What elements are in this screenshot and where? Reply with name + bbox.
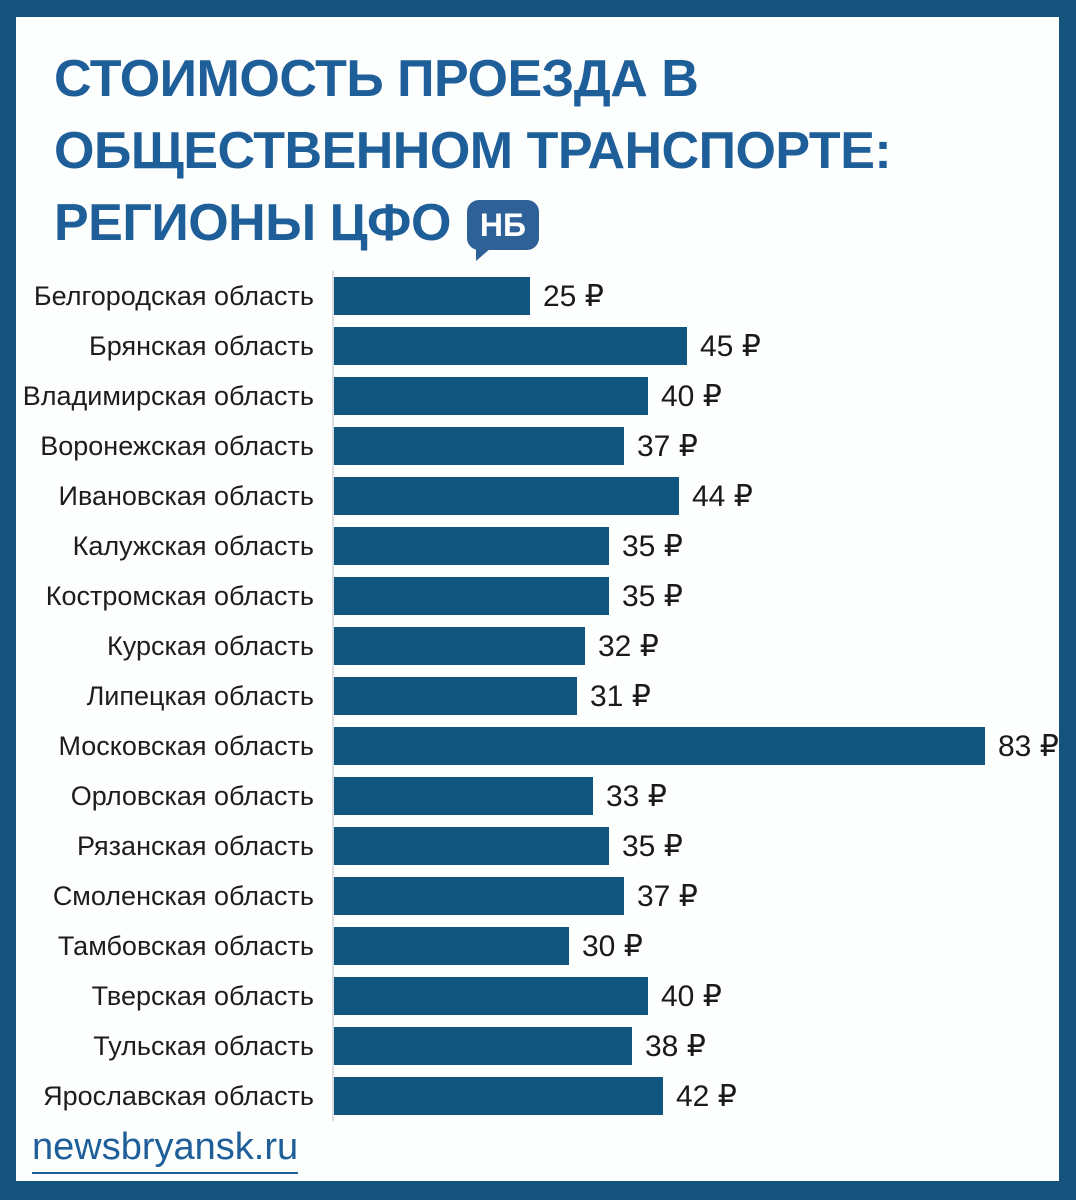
value-label: 44 ₽ bbox=[692, 479, 753, 513]
bar bbox=[334, 677, 577, 715]
bar bbox=[334, 827, 609, 865]
category-label: Ярославская область bbox=[43, 1080, 314, 1111]
bar bbox=[334, 1077, 663, 1115]
bar-track: 37 ₽ bbox=[332, 871, 1059, 921]
value-label: 40 ₽ bbox=[661, 979, 722, 1013]
chart-row: Владимирская область 40 ₽ bbox=[16, 371, 1059, 421]
category-label: Ивановская область bbox=[58, 480, 314, 511]
bar bbox=[334, 527, 609, 565]
chart-row: Ивановская область 44 ₽ bbox=[16, 471, 1059, 521]
bar bbox=[334, 927, 569, 965]
category-label: Воронежская область bbox=[40, 430, 314, 461]
category-label: Костромская область bbox=[45, 580, 314, 611]
chart-row: Брянская область 45 ₽ bbox=[16, 321, 1059, 371]
chart-row: Тульская область 38 ₽ bbox=[16, 1021, 1059, 1071]
bar-track: 31 ₽ bbox=[332, 671, 1059, 721]
value-label: 30 ₽ bbox=[582, 929, 643, 963]
chart-row: Курская область 32 ₽ bbox=[16, 621, 1059, 671]
category-label: Белгородская область bbox=[33, 280, 314, 311]
nb-logo-text: НБ bbox=[479, 207, 526, 243]
bar-track: 42 ₽ bbox=[332, 1071, 1059, 1121]
category-label: Калужская область bbox=[72, 530, 314, 561]
category-label: Тверская область bbox=[91, 980, 314, 1011]
bar-track: 37 ₽ bbox=[332, 421, 1059, 471]
bar-track: 25 ₽ bbox=[332, 271, 1059, 321]
category-label: Владимирская область bbox=[22, 380, 314, 411]
category-label: Тамбовская область bbox=[57, 930, 314, 961]
bar bbox=[334, 777, 593, 815]
bar bbox=[334, 627, 585, 665]
category-label: Тульская область bbox=[93, 1030, 314, 1061]
value-label: 37 ₽ bbox=[637, 429, 698, 463]
value-label: 45 ₽ bbox=[700, 329, 761, 363]
chart-row: Московская область 83 ₽ bbox=[16, 721, 1059, 771]
chart-row: Белгородская область 25 ₽ bbox=[16, 271, 1059, 321]
value-label: 40 ₽ bbox=[661, 379, 722, 413]
source-link[interactable]: newsbryansk.ru bbox=[32, 1126, 299, 1174]
nb-logo-badge: НБ bbox=[466, 200, 539, 261]
bar bbox=[334, 477, 679, 515]
value-label: 33 ₽ bbox=[606, 779, 667, 813]
title-line-3-text: РЕГИОНЫ ЦФО bbox=[54, 194, 451, 252]
title-line-3: РЕГИОНЫ ЦФО НБ bbox=[54, 187, 1039, 261]
page-title: СТОИМОСТЬ ПРОЕЗДА В ОБЩЕСТВЕННОМ ТРАНСПО… bbox=[16, 17, 1059, 261]
chart-row: Тамбовская область 30 ₽ bbox=[16, 921, 1059, 971]
bar-track: 35 ₽ bbox=[332, 571, 1059, 621]
chart-row: Костромская область 35 ₽ bbox=[16, 571, 1059, 621]
bar bbox=[334, 877, 624, 915]
category-label: Курская область bbox=[107, 630, 314, 661]
value-label: 37 ₽ bbox=[637, 879, 698, 913]
value-label: 31 ₽ bbox=[590, 679, 651, 713]
bar-track: 40 ₽ bbox=[332, 371, 1059, 421]
value-label: 38 ₽ bbox=[645, 1029, 706, 1063]
bar-track: 30 ₽ bbox=[332, 921, 1059, 971]
category-label: Смоленская область bbox=[52, 880, 314, 911]
value-label: 25 ₽ bbox=[543, 279, 604, 313]
bar-track: 38 ₽ bbox=[332, 1021, 1059, 1071]
chart-row: Калужская область 35 ₽ bbox=[16, 521, 1059, 571]
value-label: 32 ₽ bbox=[598, 629, 659, 663]
value-label: 83 ₽ bbox=[998, 729, 1059, 763]
fare-bar-chart: Белгородская область 25 ₽ Брянская область… bbox=[16, 271, 1059, 1121]
bar-track: 35 ₽ bbox=[332, 521, 1059, 571]
category-label: Рязанская область bbox=[76, 830, 314, 861]
chart-row: Смоленская область 37 ₽ bbox=[16, 871, 1059, 921]
category-label: Орловская область bbox=[70, 780, 314, 811]
poster-content: СТОИМОСТЬ ПРОЕЗДА В ОБЩЕСТВЕННОМ ТРАНСПО… bbox=[16, 17, 1059, 1181]
chart-row: Рязанская область 35 ₽ bbox=[16, 821, 1059, 871]
bar-track: 35 ₽ bbox=[332, 821, 1059, 871]
category-label: Московская область bbox=[58, 730, 315, 761]
title-line-1: СТОИМОСТЬ ПРОЕЗДА В bbox=[54, 50, 699, 108]
bar-track: 44 ₽ bbox=[332, 471, 1059, 521]
chart-row: Ярославская область 42 ₽ bbox=[16, 1071, 1059, 1121]
bar bbox=[334, 377, 648, 415]
value-label: 42 ₽ bbox=[676, 1079, 737, 1113]
bar bbox=[334, 727, 985, 765]
bar bbox=[334, 1027, 632, 1065]
bar bbox=[334, 327, 687, 365]
value-label: 35 ₽ bbox=[622, 829, 683, 863]
chart-row: Воронежская область 37 ₽ bbox=[16, 421, 1059, 471]
bar bbox=[334, 977, 648, 1015]
chart-row: Орловская область 33 ₽ bbox=[16, 771, 1059, 821]
value-label: 35 ₽ bbox=[622, 529, 683, 563]
bar-track: 45 ₽ bbox=[332, 321, 1059, 371]
bar-track: 83 ₽ bbox=[332, 721, 1059, 771]
chart-row: Липецкая область 31 ₽ bbox=[16, 671, 1059, 721]
bar-track: 40 ₽ bbox=[332, 971, 1059, 1021]
title-line-2: ОБЩЕСТВЕННОМ ТРАНСПОРТЕ: bbox=[54, 122, 892, 180]
category-label: Липецкая область bbox=[86, 680, 314, 711]
bar bbox=[334, 277, 530, 315]
value-label: 35 ₽ bbox=[622, 579, 683, 613]
chart-row: Тверская область 40 ₽ bbox=[16, 971, 1059, 1021]
category-label: Брянская область bbox=[89, 330, 314, 361]
bar-track: 32 ₽ bbox=[332, 621, 1059, 671]
bar bbox=[334, 427, 624, 465]
bar bbox=[334, 577, 609, 615]
bar-track: 33 ₽ bbox=[332, 771, 1059, 821]
